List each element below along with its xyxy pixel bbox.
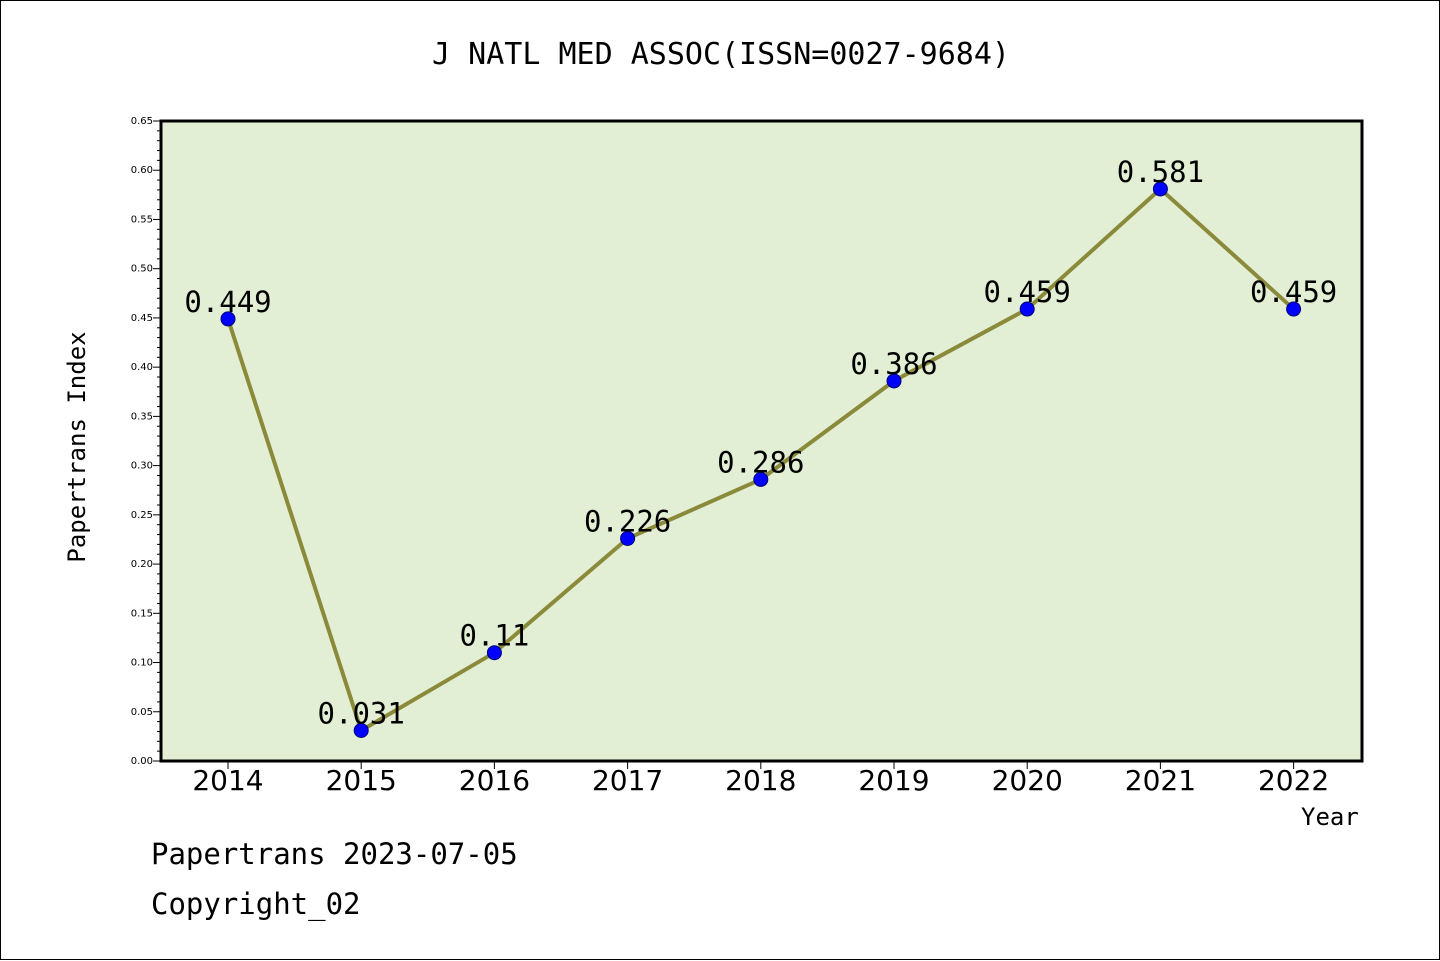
y-tick-label: 0.30 bbox=[131, 461, 153, 472]
x-tick-label: 2017 bbox=[592, 764, 663, 797]
y-tick-label: 0.55 bbox=[131, 214, 153, 225]
data-point bbox=[1019, 301, 1035, 317]
y-tick-label: 0.25 bbox=[131, 510, 153, 521]
data-point bbox=[1152, 181, 1168, 197]
x-tick-label: 2021 bbox=[1125, 764, 1196, 797]
x-tick-label: 2016 bbox=[459, 764, 530, 797]
data-label: 0.459 bbox=[1250, 275, 1337, 309]
y-tick-label: 0.20 bbox=[131, 559, 153, 570]
data-point bbox=[486, 645, 502, 661]
x-tick-label: 2014 bbox=[192, 764, 263, 797]
y-tick-label: 0.45 bbox=[131, 313, 153, 324]
data-label: 0.226 bbox=[584, 504, 671, 538]
data-point bbox=[886, 373, 902, 389]
data-label: 0.031 bbox=[318, 696, 405, 730]
data-point bbox=[620, 530, 636, 546]
plot-area bbox=[161, 121, 1362, 761]
chart-title: J NATL MED ASSOC(ISSN=0027-9684) bbox=[432, 37, 1010, 72]
x-tick-label: 2020 bbox=[992, 764, 1063, 797]
footer-date: Papertrans 2023-07-05 bbox=[151, 837, 518, 871]
footer-copyright: Copyright_02 bbox=[151, 887, 361, 921]
data-label: 0.449 bbox=[184, 285, 271, 319]
data-label: 0.11 bbox=[459, 619, 529, 653]
data-point bbox=[220, 311, 236, 327]
data-label: 0.581 bbox=[1117, 155, 1204, 189]
y-tick-label: 0.50 bbox=[131, 264, 153, 275]
y-tick-label: 0.15 bbox=[131, 608, 153, 619]
data-label: 0.286 bbox=[717, 445, 804, 479]
y-tick-label: 0.05 bbox=[131, 707, 153, 718]
x-tick-label: 2019 bbox=[858, 764, 929, 797]
y-tick-label: 0.60 bbox=[131, 165, 153, 176]
plot-border bbox=[159, 119, 1364, 763]
data-point bbox=[1286, 301, 1302, 317]
y-tick-label: 0.10 bbox=[131, 658, 153, 669]
x-tick-label: 2018 bbox=[725, 764, 796, 797]
data-point bbox=[753, 471, 769, 487]
y-tick-label: 0.40 bbox=[131, 362, 153, 373]
y-tick-label: 0.35 bbox=[131, 411, 153, 422]
y-tick-label: 0.65 bbox=[131, 116, 153, 127]
x-tick-label: 2022 bbox=[1258, 764, 1329, 797]
x-axis-label: Year bbox=[1301, 803, 1359, 831]
y-tick-label: 0.00 bbox=[131, 756, 153, 767]
data-label: 0.386 bbox=[850, 347, 937, 381]
data-point bbox=[353, 722, 369, 738]
x-tick-label: 2015 bbox=[326, 764, 397, 797]
data-label: 0.459 bbox=[984, 275, 1071, 309]
